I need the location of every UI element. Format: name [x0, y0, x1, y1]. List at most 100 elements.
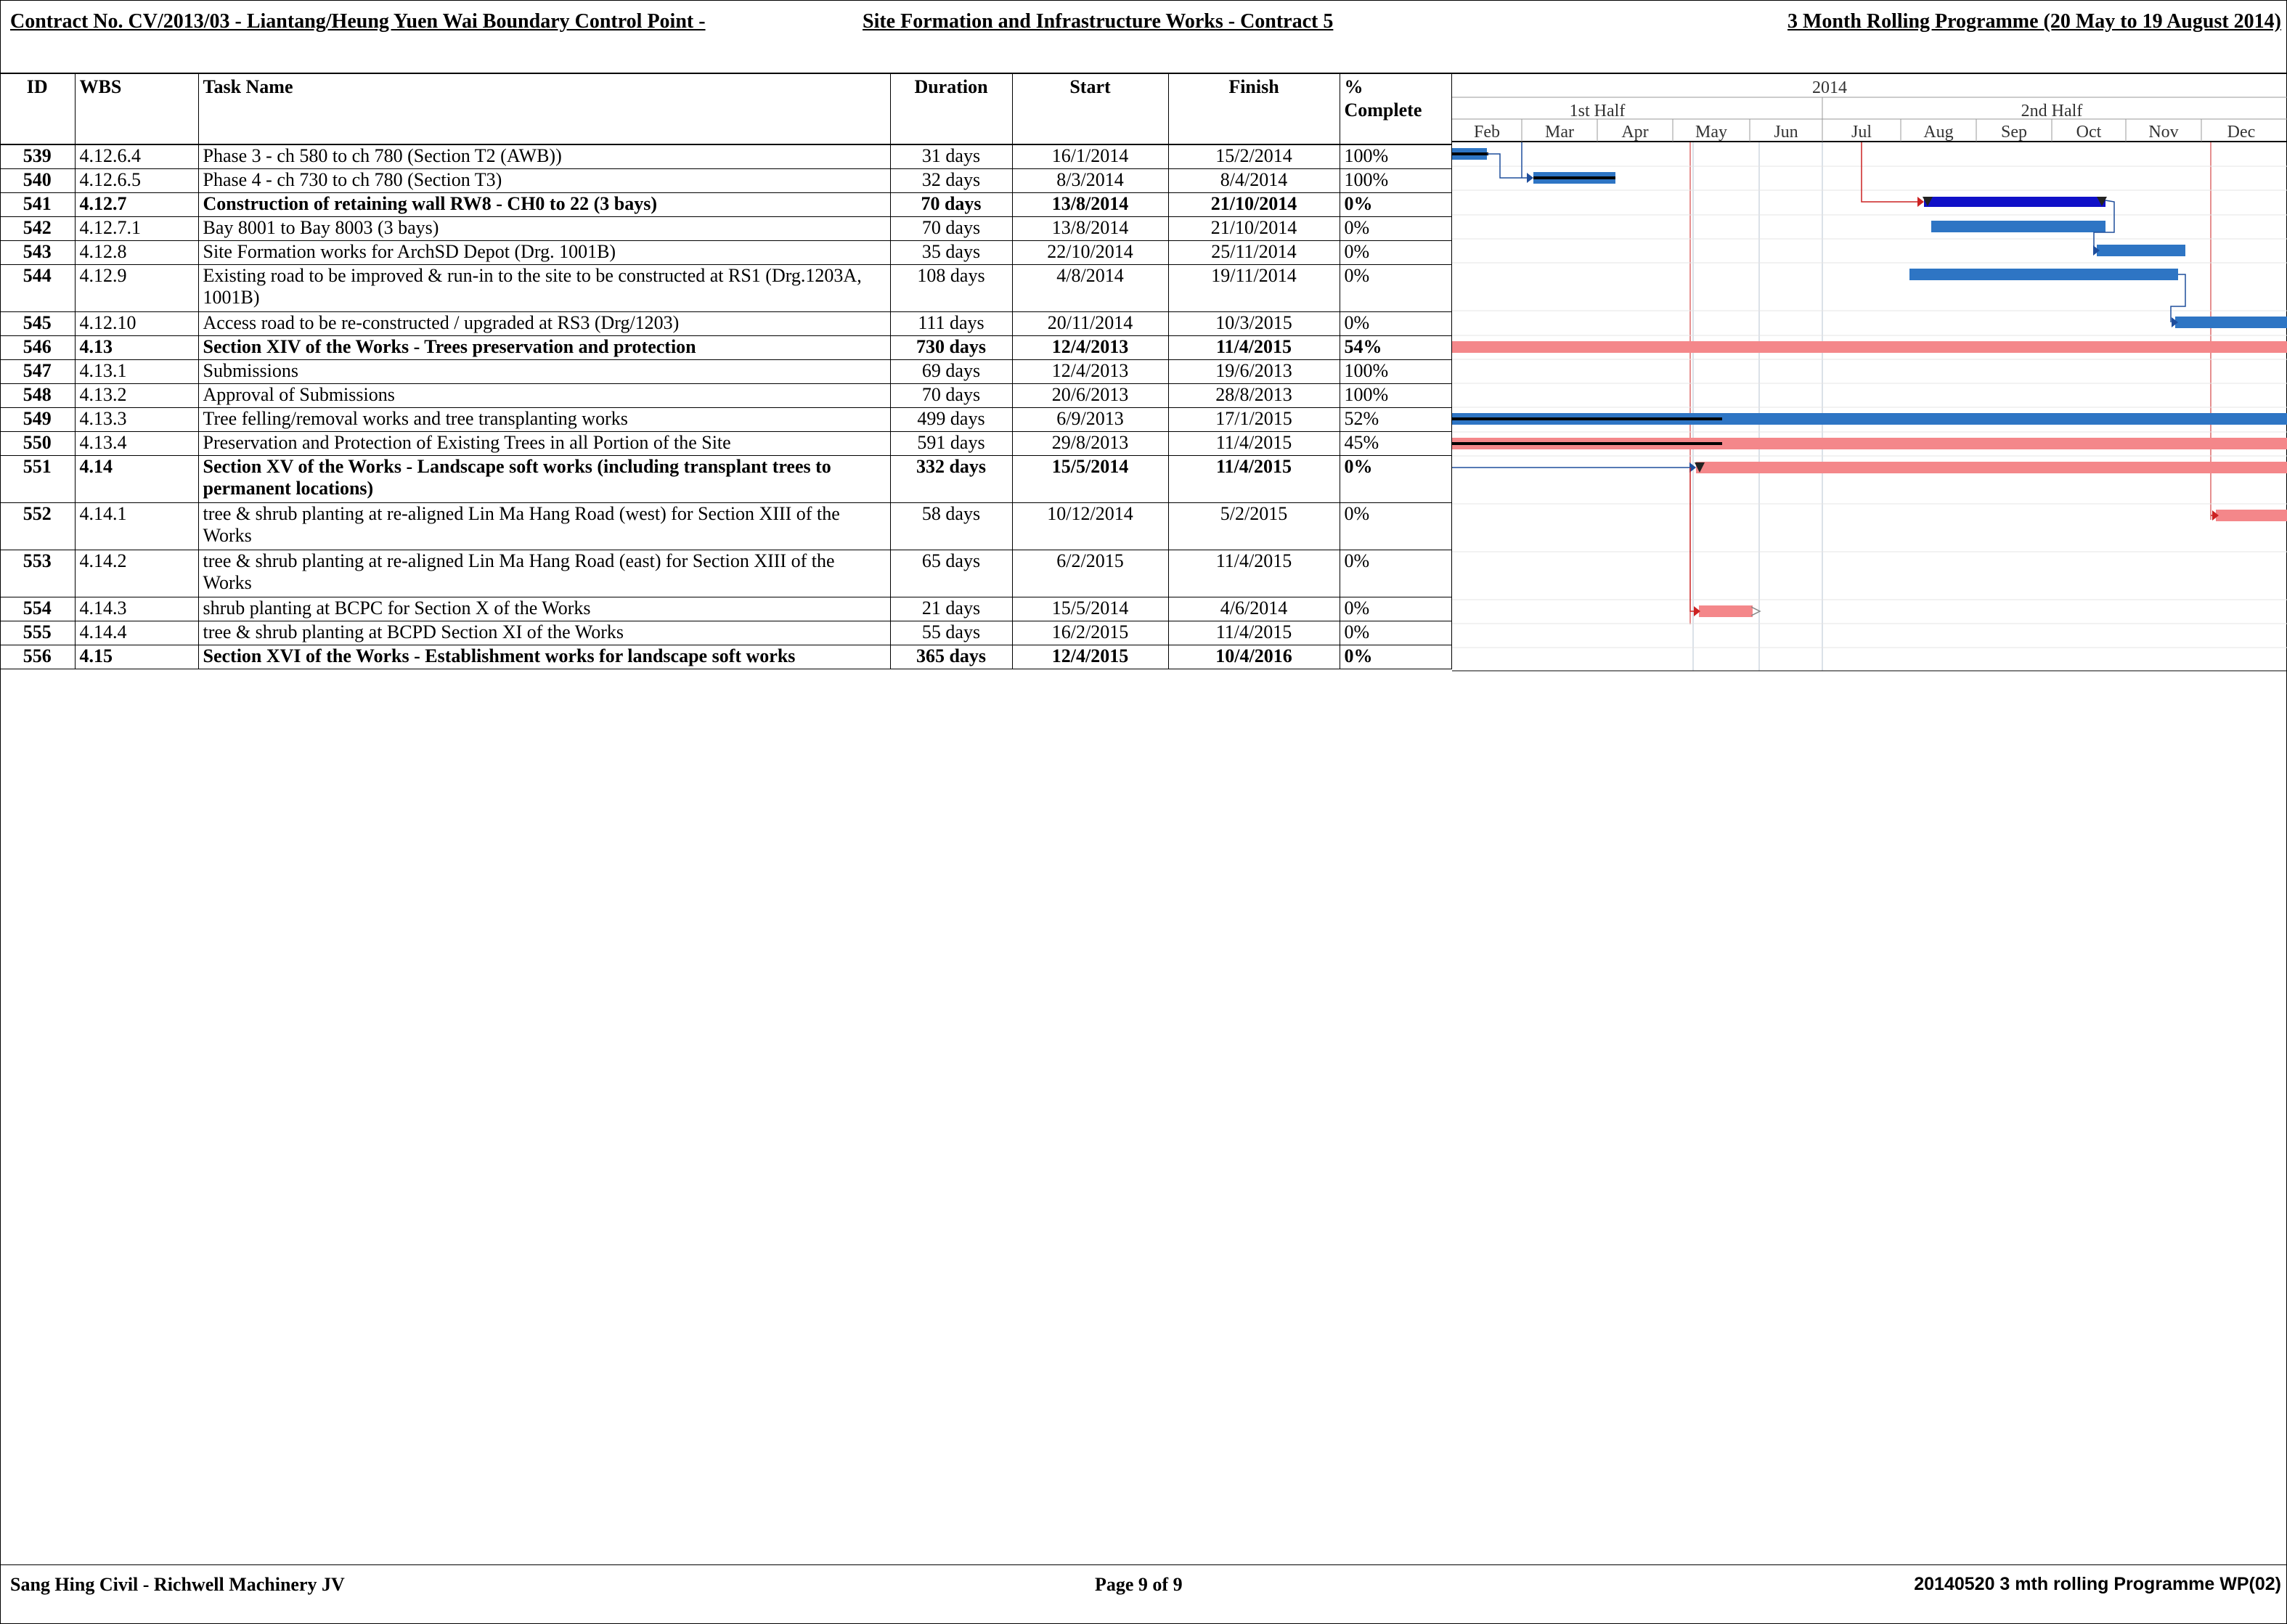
summary-end-marker [1923, 197, 1933, 206]
cell-complete: 0% [1340, 311, 1452, 336]
cell-finish: 11/4/2015 [1168, 431, 1340, 456]
gantt-bar [2097, 245, 2185, 256]
link-arrowhead [1689, 462, 1696, 473]
cell-finish: 5/2/2015 [1168, 502, 1340, 550]
cell-duration: 111 days [890, 311, 1013, 336]
cell-duration: 70 days [890, 216, 1013, 241]
cell-task-name: Construction of retaining wall RW8 - CH0… [198, 192, 891, 217]
dependency-link [1861, 142, 1921, 203]
cell-wbs: 4.13 [75, 335, 199, 360]
cell-finish: 19/6/2013 [1168, 359, 1340, 384]
cell-task-name: Section XV of the Works - Landscape soft… [198, 455, 891, 503]
cell-wbs: 4.12.7 [75, 192, 199, 217]
timescale-month-label: Dec [2227, 123, 2256, 142]
cell-task-name: tree & shrub planting at re-aligned Lin … [198, 502, 891, 550]
cell-wbs: 4.12.9 [75, 264, 199, 312]
cell-finish: 21/10/2014 [1168, 192, 1340, 217]
table-row[interactable]: 549 4.13.3 Tree felling/removal works an… [0, 407, 1452, 432]
gantt-bar [1924, 197, 2105, 207]
table-row[interactable]: 541 4.12.7 Construction of retaining wal… [0, 192, 1452, 217]
cell-id: 550 [0, 431, 76, 456]
cell-task-name: tree & shrub planting at re-aligned Lin … [198, 550, 891, 597]
table-row[interactable]: 554 4.14.3 shrub planting at BCPC for Se… [0, 597, 1452, 621]
cell-start: 13/8/2014 [1012, 216, 1169, 241]
table-row[interactable]: 555 4.14.4 tree & shrub planting at BCPD… [0, 621, 1452, 645]
table-row[interactable]: 540 4.12.6.5 Phase 4 - ch 730 to ch 780 … [0, 168, 1452, 193]
cell-wbs: 4.13.3 [75, 407, 199, 432]
gantt-bar [1696, 462, 2287, 473]
task-table: ID WBS Task Name Duration Start Finish %… [0, 73, 1452, 669]
cell-wbs: 4.12.6.4 [75, 144, 199, 169]
table-row[interactable]: 548 4.13.2 Approval of Submissions 70 da… [0, 383, 1452, 408]
cell-start: 12/4/2013 [1012, 335, 1169, 360]
footer-file-name: 20140520 3 mth rolling Programme WP(02) [1914, 1574, 2281, 1594]
cell-complete: 45% [1340, 431, 1452, 456]
cell-duration: 108 days [890, 264, 1013, 312]
table-row[interactable]: 553 4.14.2 tree & shrub planting at re-a… [0, 550, 1452, 597]
cell-id: 553 [0, 550, 76, 597]
cell-id: 547 [0, 359, 76, 384]
summary-end-marker [2097, 197, 2107, 206]
cell-id: 554 [0, 597, 76, 621]
cell-complete: 54% [1340, 335, 1452, 360]
cell-start: 16/1/2014 [1012, 144, 1169, 169]
gantt-bar [2175, 317, 2287, 328]
cell-start: 12/4/2013 [1012, 359, 1169, 384]
table-row[interactable]: 544 4.12.9 Existing road to be improved … [0, 264, 1452, 312]
cell-finish: 10/4/2016 [1168, 645, 1340, 669]
timescale-month-label: Feb [1474, 123, 1500, 142]
cell-wbs: 4.13.2 [75, 383, 199, 408]
cell-duration: 35 days [890, 240, 1013, 265]
table-row[interactable]: 552 4.14.1 tree & shrub planting at re-a… [0, 502, 1452, 550]
cell-start: 13/8/2014 [1012, 192, 1169, 217]
col-header-id: ID [0, 73, 76, 145]
cell-duration: 65 days [890, 550, 1013, 597]
cell-start: 8/3/2014 [1012, 168, 1169, 193]
link-arrowhead [2172, 317, 2178, 327]
col-header-task-name: Task Name [198, 73, 891, 145]
cell-start: 15/5/2014 [1012, 455, 1169, 503]
table-row[interactable]: 539 4.12.6.4 Phase 3 - ch 580 to ch 780 … [0, 144, 1452, 169]
cell-wbs: 4.13.1 [75, 359, 199, 384]
table-row[interactable]: 550 4.13.4 Preservation and Protection o… [0, 431, 1452, 456]
gantt-chart: 2014 1st Half 2nd Half Feb Mar Apr May Jun Jul Au… [1452, 73, 2287, 681]
cell-complete: 52% [1340, 407, 1452, 432]
table-row[interactable]: 556 4.15 Section XVI of the Works - Esta… [0, 645, 1452, 669]
cell-duration: 332 days [890, 455, 1013, 503]
table-row[interactable]: 546 4.13 Section XIV of the Works - Tree… [0, 335, 1452, 360]
cell-finish: 4/6/2014 [1168, 597, 1340, 621]
cell-finish: 11/4/2015 [1168, 550, 1340, 597]
cell-start: 22/10/2014 [1012, 240, 1169, 265]
timescale-month-label: Aug [1923, 123, 1953, 142]
table-row[interactable]: 545 4.12.10 Access road to be re-constru… [0, 311, 1452, 336]
cell-duration: 70 days [890, 192, 1013, 217]
programme-title: 3 Month Rolling Programme (20 May to 19 … [1787, 10, 2281, 33]
cell-wbs: 4.12.6.5 [75, 168, 199, 193]
cell-start: 12/4/2015 [1012, 645, 1169, 669]
cell-duration: 69 days [890, 359, 1013, 384]
cell-complete: 0% [1340, 240, 1452, 265]
gantt-bar [1931, 221, 2105, 232]
cell-start: 10/12/2014 [1012, 502, 1169, 550]
cell-duration: 58 days [890, 502, 1013, 550]
col-header-duration: Duration [890, 73, 1013, 145]
table-row[interactable]: 542 4.12.7.1 Bay 8001 to Bay 8003 (3 bay… [0, 216, 1452, 241]
cell-complete: 100% [1340, 359, 1452, 384]
link-arrowhead [1750, 606, 1761, 616]
footer-company: Sang Hing Civil - Richwell Machinery JV [10, 1574, 345, 1595]
cell-id: 544 [0, 264, 76, 312]
footer-divider [0, 1564, 2287, 1565]
timescale-year-label: 2014 [1812, 78, 1847, 97]
col-header-finish: Finish [1168, 73, 1340, 145]
dependency-link [2093, 200, 2115, 250]
cell-id: 555 [0, 621, 76, 645]
table-row[interactable]: 543 4.12.8 Site Formation works for Arch… [0, 240, 1452, 265]
cell-duration: 499 days [890, 407, 1013, 432]
cell-complete: 100% [1340, 168, 1452, 193]
cell-complete: 0% [1340, 550, 1452, 597]
cell-task-name: Approval of Submissions [198, 383, 891, 408]
timescale-half-label: 2nd Half [2021, 102, 2083, 121]
table-row[interactable]: 547 4.13.1 Submissions 69 days 12/4/2013… [0, 359, 1452, 384]
cell-duration: 365 days [890, 645, 1013, 669]
table-row[interactable]: 551 4.14 Section XV of the Works - Lands… [0, 455, 1452, 503]
